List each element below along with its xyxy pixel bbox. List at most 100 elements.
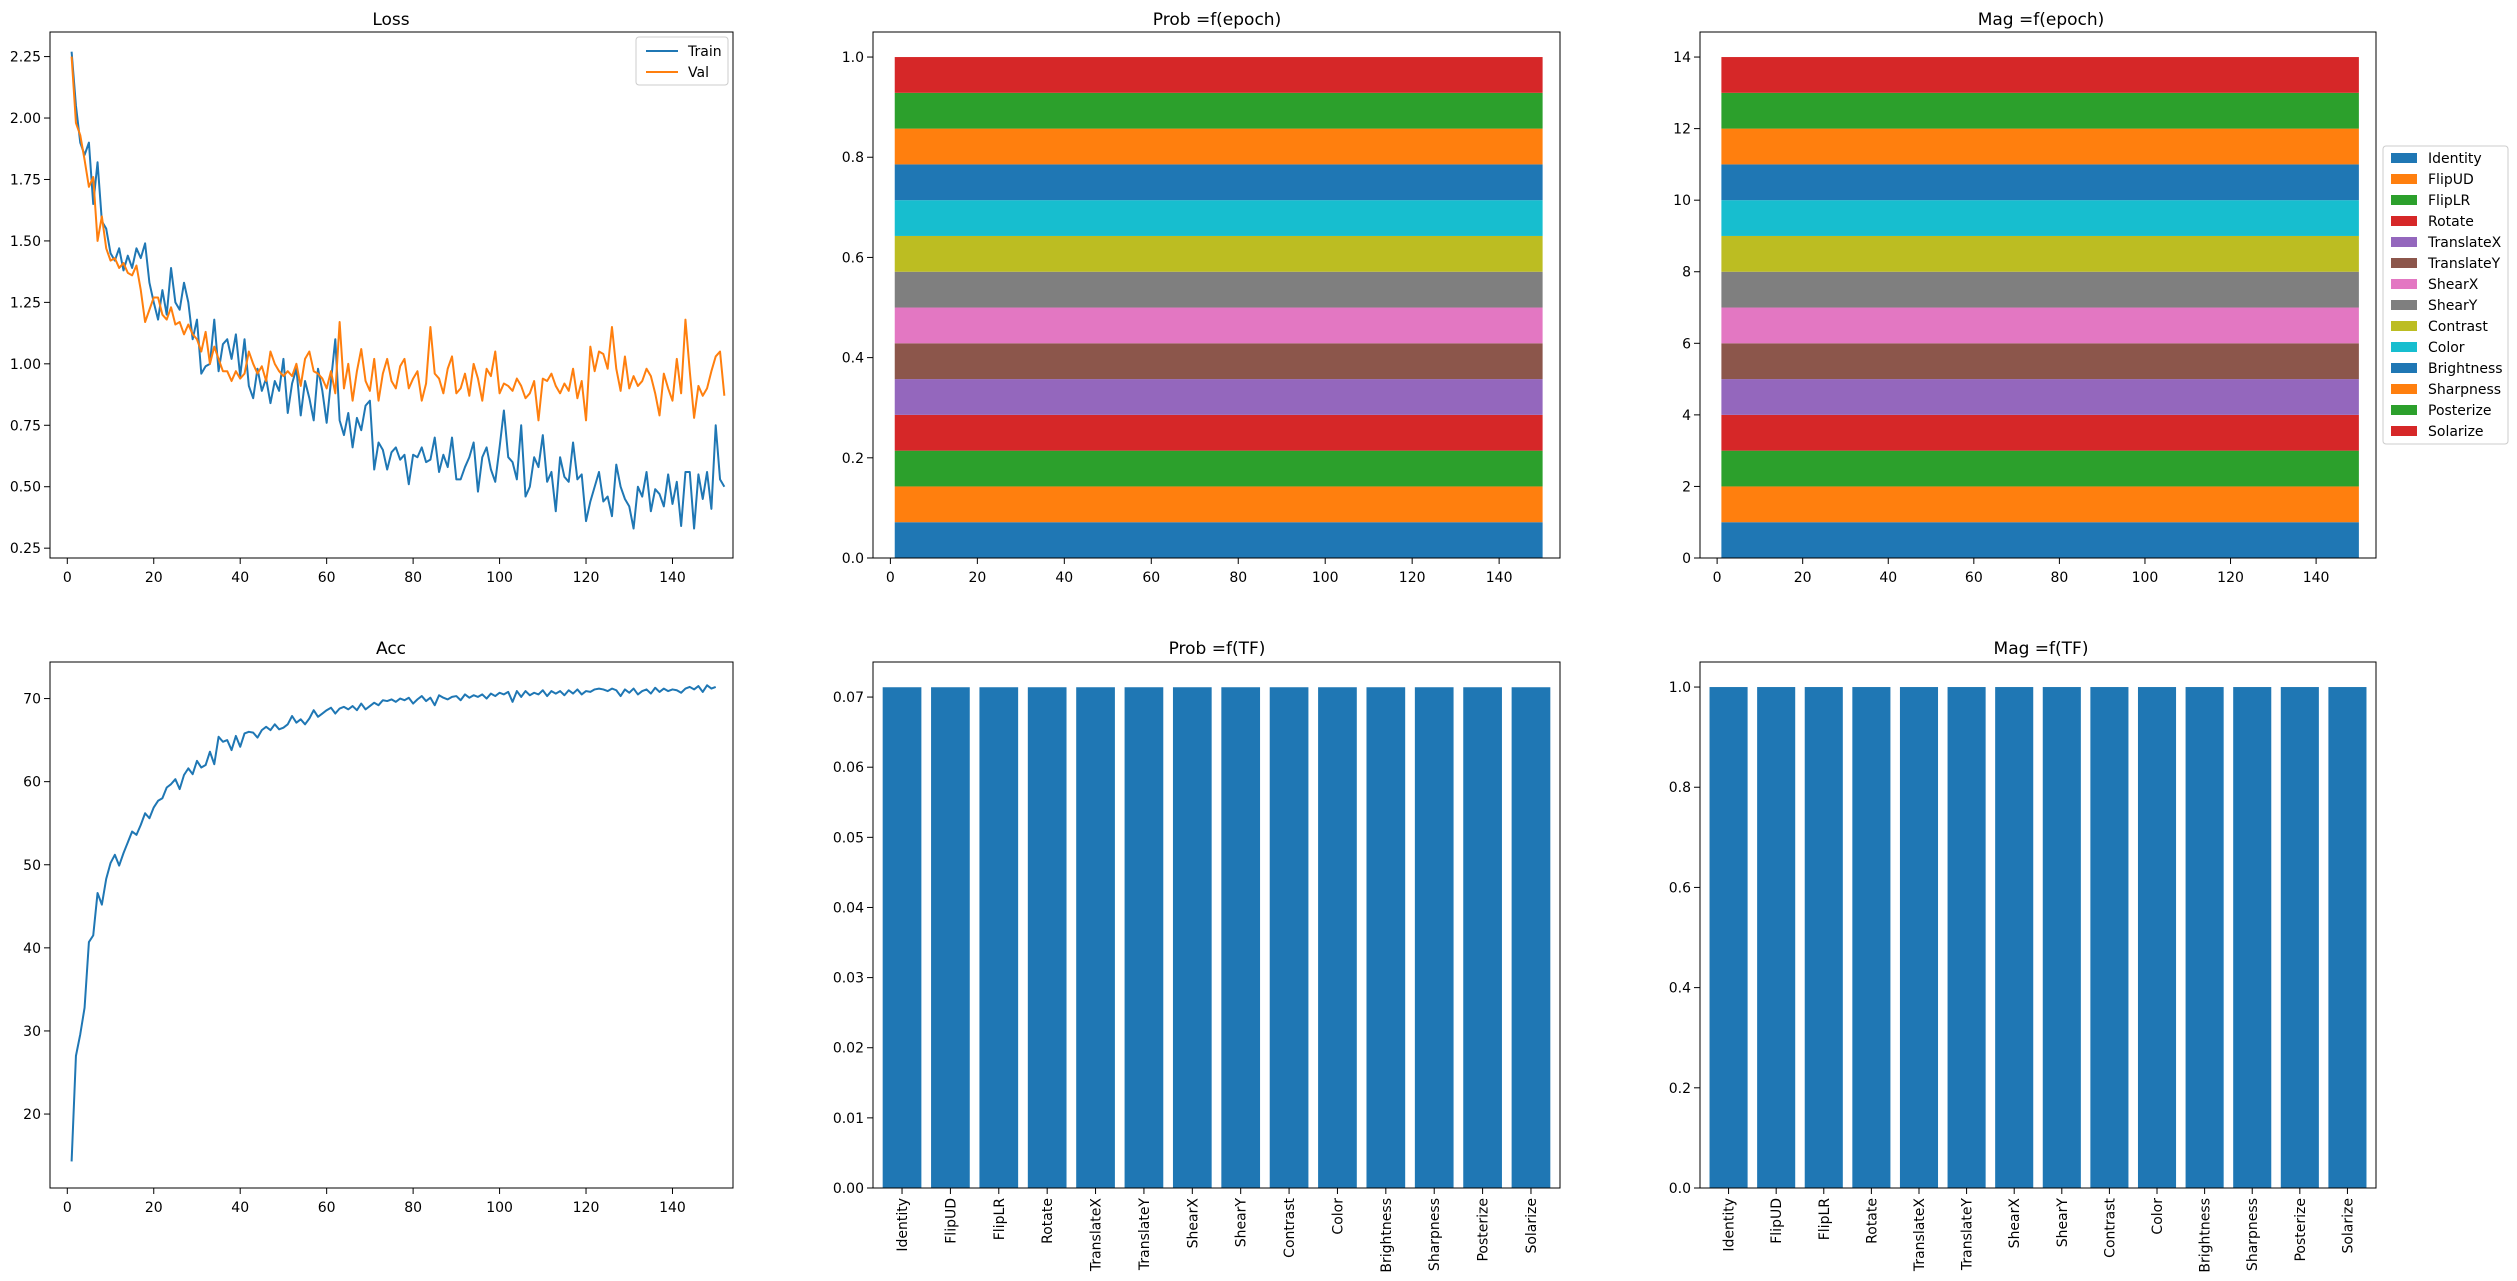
- mag_epoch-band-sharpness: [1721, 128, 2359, 165]
- prob_tf-bar-translatex: [1076, 687, 1115, 1188]
- mag_tf-xtick-label: FlipUD: [1769, 1198, 1785, 1244]
- loss-ytick-label: 2.00: [10, 111, 41, 127]
- legend-val-label: Val: [688, 65, 709, 81]
- transform-legend: Identity FlipUD FlipLR Rotate TranslateX Tran…: [2382, 145, 2509, 445]
- prob_epoch-band-translatey: [894, 343, 1543, 380]
- mag_epoch-band-sheary: [1721, 271, 2359, 308]
- acc-xtick-label: 100: [486, 1200, 513, 1216]
- mag_epoch-ytick-label: 6: [1682, 336, 1691, 352]
- prob_tf-xtick-label: Contrast: [1282, 1197, 1298, 1257]
- mag_epoch-ytick-label: 0: [1682, 551, 1691, 567]
- legend-label-flipud: FlipUD: [2428, 172, 2474, 188]
- loss-xtick-label: 20: [145, 570, 163, 586]
- acc-xtick-label: 20: [145, 1200, 163, 1216]
- mag_tf-xtick-label: Rotate: [1864, 1198, 1880, 1244]
- prob_epoch-axes-frame: [872, 31, 1561, 559]
- prob_epoch-band-color: [894, 200, 1543, 236]
- legend-label-shearx: ShearX: [2428, 277, 2479, 293]
- mag_tf-xtick-label: Posterize: [2293, 1198, 2309, 1262]
- prob_tf-xtick-label: Brightness: [1379, 1198, 1395, 1273]
- prob_epoch-ytick-label: 0.4: [842, 351, 864, 367]
- prob_epoch-band-identity: [894, 522, 1543, 558]
- loss-ytick-label: 1.25: [10, 295, 41, 311]
- loss-xtick-label: 60: [318, 570, 336, 586]
- mag_epoch-xtick-label: 0: [1713, 570, 1722, 586]
- prob_epoch-xtick-label: 40: [1055, 570, 1073, 586]
- prob_tf-bar-solarize: [1511, 687, 1551, 1188]
- mag_epoch-xtick-label: 120: [2217, 570, 2244, 586]
- mag_tf-xtick-label: Solarize: [2340, 1198, 2356, 1254]
- mag_tf-ytick-label: 0.2: [1669, 1081, 1691, 1097]
- loss-legend: Train Val: [635, 36, 729, 86]
- prob_epoch-band-sheary: [894, 271, 1543, 308]
- mag_epoch-band-shearx: [1721, 307, 2359, 344]
- loss-axes-frame: [49, 31, 734, 559]
- mag_epoch-xtick-label: 40: [1879, 570, 1897, 586]
- prob_epoch-band-contrast: [894, 235, 1543, 272]
- mag_tf-xtick-label: Color: [2150, 1198, 2166, 1235]
- mag_epoch-band-color: [1721, 200, 2359, 236]
- legend-label-identity: Identity: [2428, 151, 2482, 167]
- legend-swatch-color: [2391, 342, 2417, 352]
- legend-swatch-contrast: [2391, 321, 2417, 331]
- prob_tf-ytick-label: 0.03: [833, 971, 864, 987]
- mag_tf-bar-sheary: [2042, 687, 2081, 1188]
- prob_tf-bar-shearx: [1172, 687, 1212, 1188]
- acc-panel: Acc 20 30 40 50 60 70 0 20 40 60 80 100 120 140: [23, 639, 734, 1216]
- mag_epoch-band-fliplr: [1721, 450, 2359, 487]
- prob-tf-title: Prob =f(TF): [1169, 639, 1266, 659]
- legend-swatch-rotate: [2391, 216, 2417, 226]
- loss-xtick-label: 0: [63, 570, 72, 586]
- prob_epoch-xtick-label: 0: [886, 570, 895, 586]
- prob-tf-plot: 0.00 0.01 0.02 0.03 0.04 0.05 0.06 0.07 Identity…: [833, 661, 1561, 1273]
- loss-ytick-label: 1.50: [10, 234, 41, 250]
- acc-xtick-label: 120: [573, 1200, 600, 1216]
- mag_tf-xtick-label: TranslateY: [1960, 1198, 1976, 1272]
- prob_tf-bar-sheary: [1221, 687, 1261, 1188]
- mag_tf-axes-frame: [1699, 661, 2377, 1189]
- mag_tf-ytick-label: 0.0: [1669, 1181, 1691, 1197]
- prob_tf-bar-sharpness: [1414, 687, 1454, 1188]
- prob_tf-xtick-label: Identity: [895, 1198, 911, 1252]
- legend-label-color: Color: [2428, 340, 2465, 356]
- prob_tf-bar-translatey: [1124, 687, 1164, 1188]
- legend-label-sharpness: Sharpness: [2428, 382, 2501, 398]
- legend-label-brightness: Brightness: [2428, 361, 2503, 377]
- prob_tf-xtick-label: Sharpness: [1427, 1198, 1443, 1271]
- prob_tf-ytick-label: 0.04: [833, 900, 864, 916]
- prob_tf-bar-posterize: [1463, 687, 1502, 1188]
- prob_epoch-band-fliplr: [894, 450, 1543, 487]
- acc-xtick-label: 0: [63, 1200, 72, 1216]
- mag-tf-panel: Mag =f(TF) 0.0 0.2 0.4 0.6 0.8 1.0 Identity Fli…: [1669, 639, 2377, 1273]
- mag_epoch-ytick-label: 4: [1682, 408, 1691, 424]
- prob_tf-ytick-label: 0.02: [833, 1041, 864, 1057]
- mag_tf-ytick-label: 1.0: [1669, 680, 1691, 696]
- legend-swatch-flipud: [2391, 174, 2417, 184]
- prob_tf-axes-frame: [872, 661, 1561, 1189]
- loss-ytick-label: 0.50: [10, 480, 41, 496]
- mag_epoch-ytick-label: 8: [1682, 265, 1691, 281]
- prob-epoch-plot: 0.0 0.2 0.4 0.6 0.8 1.0 0 20 40 60 80 100 120 140: [842, 31, 1561, 586]
- mag-epoch-title: Mag =f(epoch): [1978, 10, 2105, 30]
- mag_epoch-ytick-label: 2: [1682, 479, 1691, 495]
- mag_epoch-band-rotate: [1721, 414, 2359, 451]
- prob_epoch-xtick-label: 80: [1229, 570, 1247, 586]
- legend-swatch-translatex: [2391, 237, 2417, 247]
- mag_epoch-band-posterize: [1721, 92, 2359, 129]
- mag_tf-bar-shearx: [1995, 687, 2034, 1188]
- prob_tf-bar-color: [1318, 687, 1357, 1188]
- mag_tf-bar-flipud: [1757, 687, 1796, 1188]
- loss-panel: Loss 0.25 0.50 0.75 1.00 1.25 1.50 1.75 2.00 2.2…: [10, 10, 734, 586]
- mag_epoch-axes-frame: [1699, 31, 2377, 559]
- legend-swatch-fliplr: [2391, 195, 2417, 205]
- mag_tf-bar-translatey: [1947, 687, 1986, 1188]
- mag_tf-bar-rotate: [1852, 687, 1891, 1188]
- mag_epoch-xtick-label: 140: [2303, 570, 2330, 586]
- prob_tf-xtick-label: TranslateX: [1089, 1198, 1105, 1273]
- prob_tf-xtick-label: Color: [1330, 1198, 1346, 1235]
- legend-label-rotate: Rotate: [2428, 214, 2474, 230]
- mag_tf-bar-color: [2137, 687, 2177, 1188]
- legend-swatch-sharpness: [2391, 384, 2417, 394]
- prob_epoch-ytick-label: 0.8: [842, 150, 864, 166]
